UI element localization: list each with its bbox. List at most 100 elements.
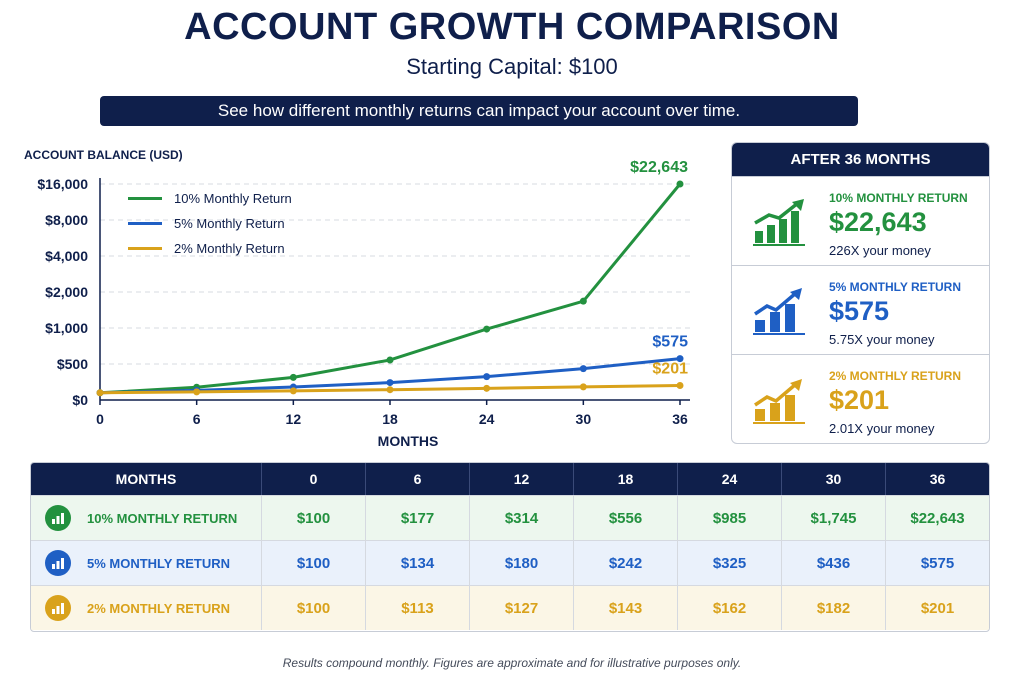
info-banner: See how different monthly returns can im… xyxy=(100,96,858,126)
legend-item: 5% Monthly Return xyxy=(128,211,292,236)
data-point xyxy=(676,180,684,188)
table-cell: $242 xyxy=(573,541,677,585)
y-axis-title: ACCOUNT BALANCE (USD) xyxy=(24,148,183,162)
y-tick-label: $2,000 xyxy=(45,284,88,300)
summary-value: $575 xyxy=(829,296,890,326)
data-point xyxy=(483,373,491,381)
summary-card: 5% MONTHLY RETURN $575 5.75X your money xyxy=(732,265,989,354)
chart-legend: 10% Monthly Return 5% Monthly Return 2% … xyxy=(128,186,292,261)
table-header-row: MONTHS 0 6 12 18 24 30 36 xyxy=(31,463,989,495)
summary-multiple: 5.75X your money xyxy=(829,332,935,347)
data-point xyxy=(676,355,684,363)
table-cell: $556 xyxy=(573,496,677,540)
table-cell: $22,643 xyxy=(885,496,989,540)
x-tick-label: 18 xyxy=(382,411,398,427)
table-header-cell: 6 xyxy=(365,463,469,495)
row-label-cell: 2% MONTHLY RETURN xyxy=(31,586,261,630)
growth-chart-icon xyxy=(753,199,805,246)
row-label-cell: 10% MONTHLY RETURN xyxy=(31,496,261,540)
table-cell: $325 xyxy=(677,541,781,585)
table-cell: $985 xyxy=(677,496,781,540)
summary-heading: AFTER 36 MONTHS xyxy=(732,143,989,176)
table-cell: $134 xyxy=(365,541,469,585)
table-header-cell: 30 xyxy=(781,463,885,495)
growth-chart-icon xyxy=(45,505,71,531)
table-header-cell: 18 xyxy=(573,463,677,495)
summary-value: $22,643 xyxy=(829,207,927,237)
table-cell: $113 xyxy=(365,586,469,630)
legend-swatch-green xyxy=(128,197,162,200)
data-point xyxy=(676,382,684,390)
table-header-cell: 0 xyxy=(261,463,365,495)
y-tick-label: $1,000 xyxy=(45,320,88,336)
y-tick-label: $4,000 xyxy=(45,248,88,264)
growth-table: MONTHS 0 6 12 18 24 30 36 10% MONTHLY RE… xyxy=(30,462,990,632)
growth-chart-icon xyxy=(753,288,805,335)
table-cell: $162 xyxy=(677,586,781,630)
end-value-label: $22,643 xyxy=(630,159,688,176)
x-tick-label: 36 xyxy=(672,411,688,427)
table-cell: $180 xyxy=(469,541,573,585)
row-label-cell: 5% MONTHLY RETURN xyxy=(31,541,261,585)
summary-label: 2% MONTHLY RETURN xyxy=(829,369,962,383)
legend-label: 10% Monthly Return xyxy=(174,191,292,206)
table-header-cell: 24 xyxy=(677,463,781,495)
growth-chart-icon xyxy=(45,595,71,621)
data-point xyxy=(483,384,491,392)
table-cell: $1,745 xyxy=(781,496,885,540)
legend-item: 10% Monthly Return xyxy=(128,186,292,211)
table-cell: $314 xyxy=(469,496,573,540)
legend-label: 2% Monthly Return xyxy=(174,241,285,256)
summary-value: $201 xyxy=(829,385,890,415)
x-tick-label: 12 xyxy=(286,411,302,427)
y-tick-label: $0 xyxy=(72,392,88,408)
growth-chart-icon xyxy=(753,379,805,424)
y-tick-label: $16,000 xyxy=(37,176,88,192)
table-cell: $100 xyxy=(261,586,365,630)
growth-chart-icon xyxy=(45,550,71,576)
x-tick-label: 6 xyxy=(193,411,201,427)
table-row: 10% MONTHLY RETURN $100 $177 $314 $556 $… xyxy=(31,495,989,540)
page-subtitle: Starting Capital: $100 xyxy=(406,54,618,79)
table-cell: $201 xyxy=(885,586,989,630)
table-header-cell: 12 xyxy=(469,463,573,495)
summary-label: 10% MONTHLY RETURN xyxy=(829,191,968,205)
y-tick-label: $500 xyxy=(57,356,88,372)
table-header-cell: MONTHS xyxy=(115,471,177,487)
data-point xyxy=(386,356,394,364)
table-cell: $436 xyxy=(781,541,885,585)
legend-label: 5% Monthly Return xyxy=(174,216,285,231)
legend-item: 2% Monthly Return xyxy=(128,236,292,261)
table-cell: $100 xyxy=(261,541,365,585)
legend-swatch-blue xyxy=(128,222,162,225)
table-header-cell: 36 xyxy=(885,463,989,495)
summary-multiple: 2.01X your money xyxy=(829,421,935,436)
data-point xyxy=(579,383,587,391)
end-value-label: $201 xyxy=(652,361,688,378)
summary-label: 5% MONTHLY RETURN xyxy=(829,280,962,294)
data-point xyxy=(193,388,201,396)
growth-line-chart: $0 $500 $1,000 $2,000 $4,000 $8,000 $16,000 0 6 1… xyxy=(20,140,720,456)
x-tick-label: 0 xyxy=(96,411,104,427)
table-cell: $575 xyxy=(885,541,989,585)
table-cell: $100 xyxy=(261,496,365,540)
x-tick-label: 24 xyxy=(479,411,495,427)
row-label: 5% MONTHLY RETURN xyxy=(87,555,231,571)
row-label: 10% MONTHLY RETURN xyxy=(87,510,238,526)
summary-card: 2% MONTHLY RETURN $201 2.01X your money xyxy=(732,354,989,443)
data-point xyxy=(386,379,394,387)
end-value-label: $575 xyxy=(652,334,688,351)
data-point xyxy=(96,389,104,397)
data-point xyxy=(579,365,587,373)
legend-swatch-gold xyxy=(128,247,162,250)
x-tick-label: 30 xyxy=(576,411,592,427)
footnote: Results compound monthly. Figures are ap… xyxy=(282,656,742,670)
table-cell: $143 xyxy=(573,586,677,630)
data-point xyxy=(289,373,297,381)
table-cell: $177 xyxy=(365,496,469,540)
page-title: ACCOUNT GROWTH COMPARISON xyxy=(184,6,840,48)
data-point xyxy=(386,386,394,394)
summary-multiple: 226X your money xyxy=(829,243,931,258)
data-point xyxy=(579,297,587,305)
table-cell: $182 xyxy=(781,586,885,630)
